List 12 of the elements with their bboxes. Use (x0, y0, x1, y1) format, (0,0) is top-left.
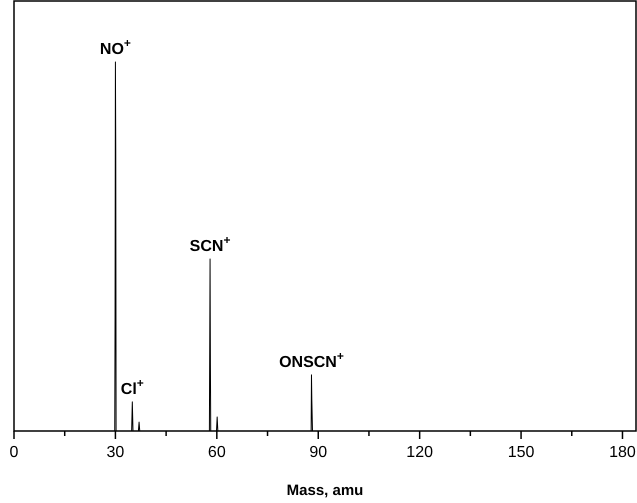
annotation: SCN$^{+}$ (190, 233, 230, 256)
x-tick-label: 150 (508, 444, 535, 461)
x-tick-label: 90 (309, 444, 328, 461)
annotation: ONSCN$^{+}$ (279, 348, 344, 371)
x-tick-label: 120 (406, 444, 434, 461)
x-tick-label: 0 (10, 444, 19, 461)
x-tick-label: 180 (609, 444, 636, 461)
x-tick-label: 60 (208, 444, 226, 461)
annotation: Cl$^{+}$ (120, 376, 144, 398)
x-axis-title: Mass, amu (286, 482, 364, 499)
annotation: NO$^{+}$ (100, 36, 131, 58)
x-tick-label: 30 (106, 444, 124, 461)
